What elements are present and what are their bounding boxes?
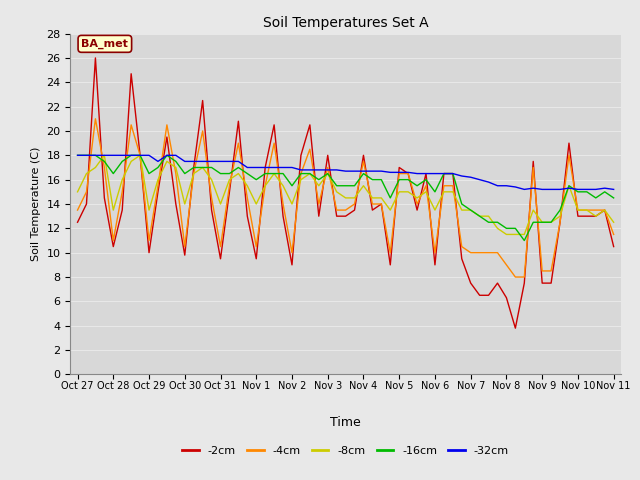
-4cm bbox=[92, 116, 99, 121]
-2cm bbox=[74, 219, 81, 225]
-8cm bbox=[502, 231, 510, 237]
-4cm bbox=[556, 219, 564, 225]
-4cm bbox=[511, 274, 519, 280]
-16cm bbox=[181, 171, 189, 177]
-16cm bbox=[261, 171, 269, 177]
-8cm bbox=[74, 189, 81, 195]
-2cm bbox=[610, 244, 618, 250]
Line: -2cm: -2cm bbox=[77, 58, 614, 328]
-2cm bbox=[92, 55, 99, 61]
Text: BA_met: BA_met bbox=[81, 39, 128, 49]
-8cm bbox=[610, 219, 618, 225]
-4cm bbox=[270, 140, 278, 146]
-4cm bbox=[190, 171, 198, 177]
-2cm bbox=[190, 165, 198, 170]
-16cm bbox=[520, 238, 528, 243]
-32cm bbox=[396, 169, 403, 175]
-8cm bbox=[369, 195, 376, 201]
Line: -4cm: -4cm bbox=[77, 119, 614, 277]
-8cm bbox=[404, 189, 412, 195]
-16cm bbox=[360, 171, 367, 177]
Legend: -2cm, -4cm, -8cm, -16cm, -32cm: -2cm, -4cm, -8cm, -16cm, -32cm bbox=[178, 441, 513, 460]
-4cm bbox=[404, 171, 412, 177]
-8cm bbox=[208, 177, 216, 182]
-16cm bbox=[199, 165, 207, 170]
-2cm bbox=[511, 325, 519, 331]
Y-axis label: Soil Temperature (C): Soil Temperature (C) bbox=[31, 147, 41, 261]
-16cm bbox=[396, 177, 403, 182]
-32cm bbox=[360, 168, 367, 174]
-4cm bbox=[74, 207, 81, 213]
-16cm bbox=[547, 219, 555, 225]
-2cm bbox=[556, 219, 564, 225]
-32cm bbox=[199, 158, 207, 164]
-8cm bbox=[190, 171, 198, 177]
Title: Soil Temperatures Set A: Soil Temperatures Set A bbox=[263, 16, 428, 30]
-32cm bbox=[261, 165, 269, 170]
Line: -16cm: -16cm bbox=[77, 156, 614, 240]
-8cm bbox=[100, 153, 108, 158]
-2cm bbox=[369, 207, 376, 213]
-2cm bbox=[208, 207, 216, 213]
-4cm bbox=[369, 201, 376, 207]
-32cm bbox=[610, 187, 618, 192]
-2cm bbox=[270, 122, 278, 128]
-4cm bbox=[610, 231, 618, 237]
-32cm bbox=[547, 187, 555, 192]
-2cm bbox=[404, 171, 412, 177]
-16cm bbox=[610, 195, 618, 201]
-32cm bbox=[181, 158, 189, 164]
X-axis label: Time: Time bbox=[330, 416, 361, 429]
Line: -32cm: -32cm bbox=[77, 156, 614, 190]
-8cm bbox=[270, 171, 278, 177]
-32cm bbox=[520, 187, 528, 192]
-16cm bbox=[74, 153, 81, 158]
-8cm bbox=[556, 213, 564, 219]
Line: -8cm: -8cm bbox=[77, 156, 614, 234]
-4cm bbox=[208, 195, 216, 201]
-32cm bbox=[74, 153, 81, 158]
